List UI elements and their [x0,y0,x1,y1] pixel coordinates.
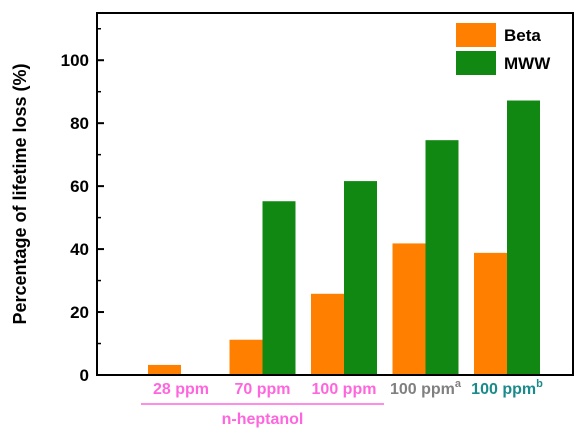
bars-layer [148,100,540,375]
bar-mww-3 [425,140,459,375]
bar-beta-2 [311,293,344,375]
x-tick-label-3: 100 ppma [390,378,462,398]
x-tick-label-superscript-4: b [536,378,543,390]
plot-frame [96,12,574,376]
x-tick-label-superscript-3: a [455,378,462,390]
bar-beta-1 [229,339,263,375]
x-tick-label-1: 70 ppm [234,381,290,398]
y-axis: 0 20 40 60 80 100 [61,27,104,385]
bar-beta-3 [392,243,426,375]
x-tick-label-4: 100 ppmb [471,378,543,398]
y-tick-label-0: 0 [80,366,89,385]
y-axis-label: Percentage of lifetime loss (%) [10,63,30,324]
bar-beta-4 [474,252,507,375]
legend-label-beta: Beta [504,26,541,45]
bar-beta-0 [148,364,181,375]
x-axis: 28 ppm 70 ppm 100 ppm 100 ppma 100 ppmb n-hep… [141,378,543,428]
bar-mww-1 [262,201,296,375]
legend-swatch-beta [456,23,496,47]
legend-swatch-mww [456,51,496,75]
legend: Beta MWW [456,23,551,75]
y-tick-label-100: 100 [61,51,89,70]
y-tick-label-60: 60 [70,177,89,196]
y-tick-label-80: 80 [70,114,89,133]
x-tick-label-2: 100 ppm [312,381,377,398]
bar-mww-4 [507,100,540,375]
group-label: n-heptanol [222,411,304,428]
y-tick-label-40: 40 [70,240,89,259]
legend-label-mww: MWW [504,54,551,73]
y-tick-label-20: 20 [70,303,89,322]
x-tick-label-0: 28 ppm [153,381,209,398]
bar-mww-2 [344,181,377,375]
